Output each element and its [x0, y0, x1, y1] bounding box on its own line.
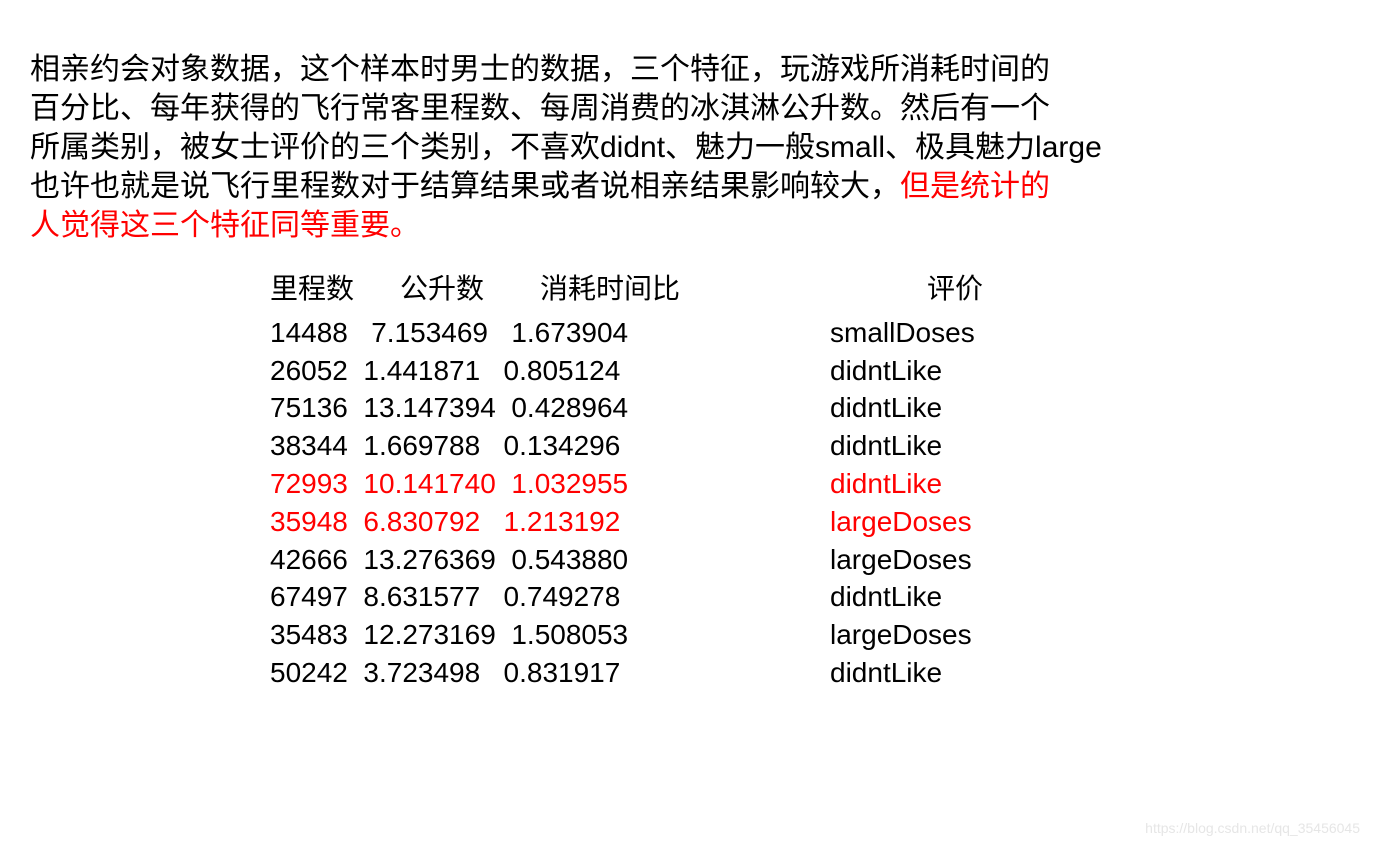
cell-rating: didntLike [830, 427, 1080, 465]
para-line1: 相亲约会对象数据，这个样本时男士的数据，三个特征，玩游戏所消耗时间的 [30, 53, 1050, 86]
table-row: 50242 3.723498 0.831917didntLike [270, 654, 1080, 692]
header-rating: 评价 [830, 270, 1080, 308]
cell-rating: didntLike [830, 389, 1080, 427]
cell-values: 38344 1.669788 0.134296 [270, 427, 830, 465]
cell-values: 35948 6.830792 1.213192 [270, 503, 830, 541]
watermark-text: https://blog.csdn.net/qq_35456045 [1145, 820, 1360, 836]
cell-rating: didntLike [830, 352, 1080, 390]
cell-rating: didntLike [830, 578, 1080, 616]
para-line4-black: 也许也就是说飞行里程数对于结算结果或者说相亲结果影响较大， [30, 170, 900, 203]
para-line3: 所属类别，被女士评价的三个类别，不喜欢didnt、魅力一般small、极具魅力l… [30, 131, 1102, 164]
para-line5-red: 人觉得这三个特征同等重要。 [30, 209, 420, 242]
table-header-row: 里程数 公升数 消耗时间比 评价 [270, 270, 1080, 308]
table-row: 67497 8.631577 0.749278didntLike [270, 578, 1080, 616]
table-row: 42666 13.276369 0.543880largeDoses [270, 541, 1080, 579]
cell-values: 42666 13.276369 0.543880 [270, 541, 830, 579]
table-row: 35948 6.830792 1.213192largeDoses [270, 503, 1080, 541]
cell-values: 67497 8.631577 0.749278 [270, 578, 830, 616]
table-body: 14488 7.153469 1.673904smallDoses26052 1… [270, 314, 1080, 692]
cell-rating: largeDoses [830, 616, 1080, 654]
header-liters: 公升数 [400, 270, 540, 308]
table-row: 26052 1.441871 0.805124didntLike [270, 352, 1080, 390]
data-table: 里程数 公升数 消耗时间比 评价 14488 7.153469 1.673904… [270, 270, 1080, 692]
para-line4-red: 但是统计的 [900, 170, 1050, 203]
cell-values: 14488 7.153469 1.673904 [270, 314, 830, 352]
cell-values: 50242 3.723498 0.831917 [270, 654, 830, 692]
cell-values: 75136 13.147394 0.428964 [270, 389, 830, 427]
cell-values: 72993 10.141740 1.032955 [270, 465, 830, 503]
para-line2: 百分比、每年获得的飞行常客里程数、每周消费的冰淇淋公升数。然后有一个 [30, 92, 1050, 125]
table-row: 14488 7.153469 1.673904smallDoses [270, 314, 1080, 352]
table-row: 38344 1.669788 0.134296didntLike [270, 427, 1080, 465]
table-row: 72993 10.141740 1.032955didntLike [270, 465, 1080, 503]
header-time: 消耗时间比 [540, 270, 830, 308]
header-mileage: 里程数 [270, 270, 400, 308]
cell-values: 35483 12.273169 1.508053 [270, 616, 830, 654]
description-paragraph: 相亲约会对象数据，这个样本时男士的数据，三个特征，玩游戏所消耗时间的 百分比、每… [30, 50, 1350, 245]
cell-rating: didntLike [830, 654, 1080, 692]
table-row: 35483 12.273169 1.508053largeDoses [270, 616, 1080, 654]
cell-rating: smallDoses [830, 314, 1080, 352]
table-row: 75136 13.147394 0.428964didntLike [270, 389, 1080, 427]
cell-rating: didntLike [830, 465, 1080, 503]
cell-values: 26052 1.441871 0.805124 [270, 352, 830, 390]
cell-rating: largeDoses [830, 541, 1080, 579]
cell-rating: largeDoses [830, 503, 1080, 541]
